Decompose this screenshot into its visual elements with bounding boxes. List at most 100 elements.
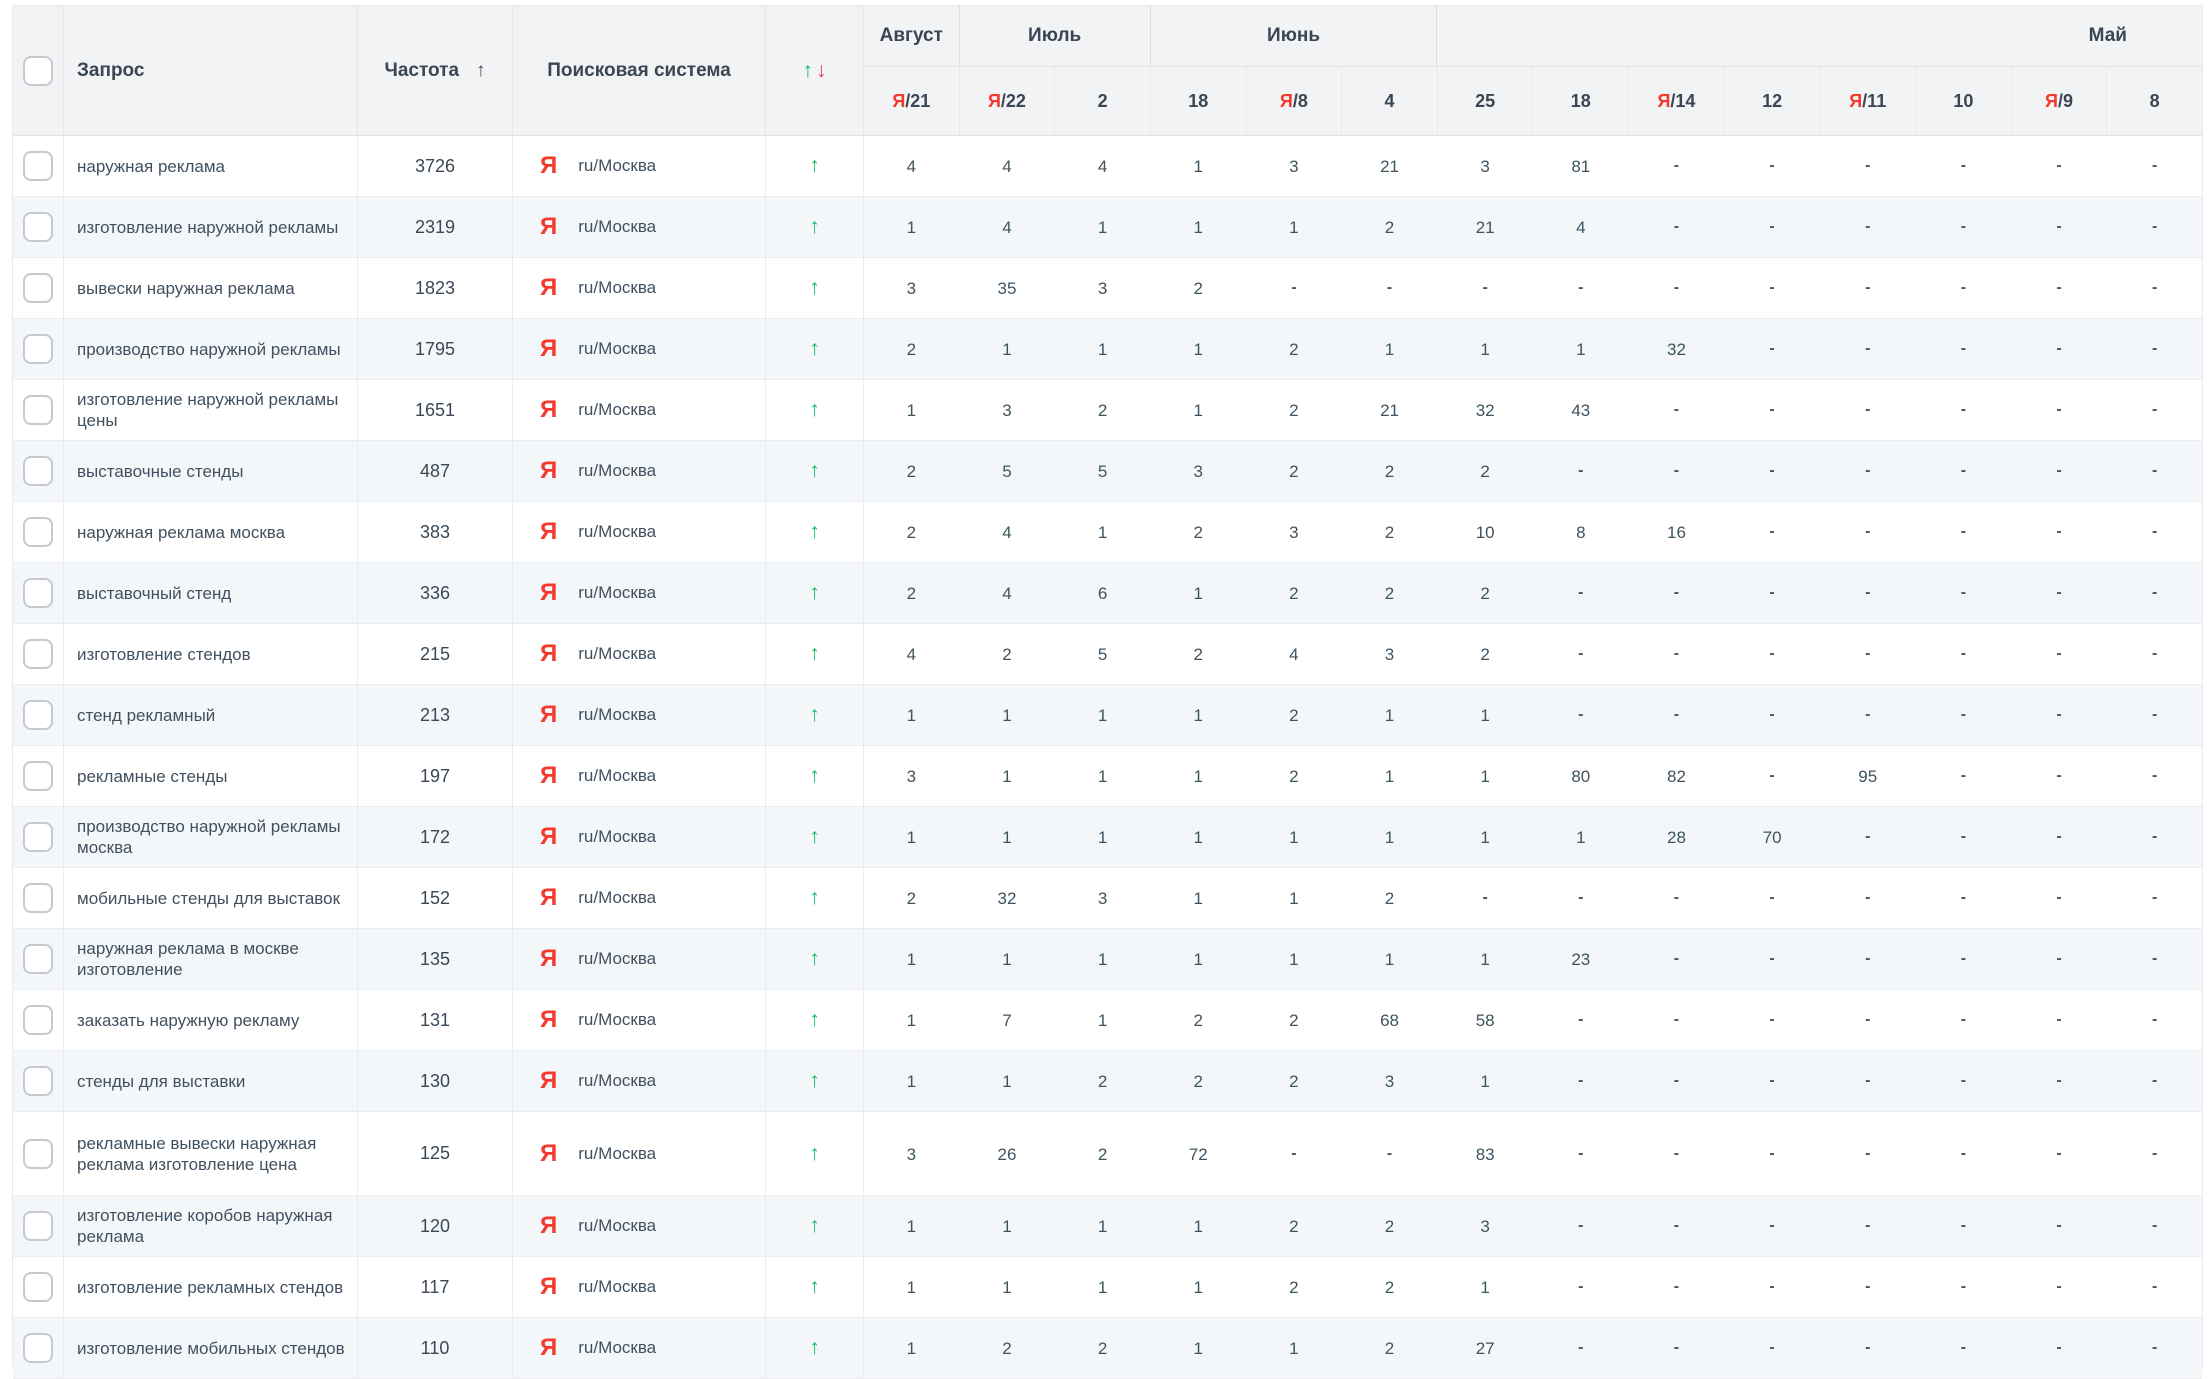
day-column-header[interactable]: Я/9 <box>2012 67 2108 135</box>
search-engine-label: ru/Москва <box>578 827 657 846</box>
frequency-column-header[interactable]: Частота ↑ <box>358 6 513 135</box>
trend-cell: ↑ <box>766 136 864 196</box>
frequency-cell: 213 <box>358 685 513 745</box>
day-column-header[interactable]: Я/22 <box>960 67 1056 135</box>
day-label: /21 <box>905 90 931 111</box>
row-checkbox-cell <box>13 319 64 379</box>
frequency-cell: 172 <box>358 807 513 867</box>
frequency-cell: 110 <box>358 1318 513 1378</box>
day-column-header[interactable]: 8 <box>2107 67 2202 135</box>
day-column-header[interactable]: 25 <box>1438 67 1534 135</box>
row-checkbox[interactable] <box>23 1005 53 1035</box>
search-engine-label: ru/Москва <box>578 1338 657 1357</box>
query-text: производство наружной рекламы <box>77 339 341 359</box>
query-cell: стенды для выставки <box>64 1051 358 1111</box>
search-engine-column-header[interactable]: Поисковая система <box>513 6 766 135</box>
month-group-header: Май <box>1437 6 2202 66</box>
day-column-header[interactable]: Я/8 <box>1247 67 1343 135</box>
frequency-cell: 215 <box>358 624 513 684</box>
row-checkbox-cell <box>13 380 64 440</box>
frequency-cell: 135 <box>358 929 513 989</box>
yandex-letter-icon: Я <box>2045 90 2058 111</box>
up-arrow-icon: ↑ <box>802 58 814 82</box>
day-column-header[interactable]: Я/14 <box>1629 67 1725 135</box>
trend-up-icon: ↑ <box>809 1336 820 1359</box>
down-arrow-icon: ↓ <box>816 58 827 82</box>
frequency-cell: 120 <box>358 1196 513 1256</box>
query-column-header[interactable]: Запрос <box>64 6 358 135</box>
select-all-checkbox[interactable] <box>23 55 53 86</box>
row-checkbox[interactable] <box>23 273 53 303</box>
yandex-icon: Я <box>540 274 558 301</box>
yandex-icon: Я <box>540 1006 558 1033</box>
search-engine-column-label: Поисковая система <box>547 59 731 81</box>
trend-column-header[interactable]: ↑ ↓ <box>766 6 864 135</box>
day-column-header[interactable]: 10 <box>1916 67 2012 135</box>
search-engine-label: ru/Москва <box>578 522 657 541</box>
search-engine-label: ru/Москва <box>578 1143 657 1163</box>
day-column-header[interactable]: 12 <box>1725 67 1821 135</box>
row-checkbox[interactable] <box>23 761 53 791</box>
row-checkbox-cell <box>13 1051 64 1111</box>
search-engine-label: ru/Москва <box>578 400 657 419</box>
day-column-header[interactable]: 18 <box>1151 67 1247 135</box>
month-label: Июнь <box>1267 25 1321 46</box>
day-label: /11 <box>1862 90 1887 111</box>
yandex-icon: Я <box>540 1067 558 1094</box>
query-cell: изготовление мобильных стендов <box>64 1318 358 1378</box>
day-column-header[interactable]: Я/11 <box>1820 67 1917 135</box>
yandex-icon: Я <box>540 762 558 789</box>
row-checkbox[interactable] <box>23 883 53 913</box>
row-checkbox[interactable] <box>23 334 53 364</box>
row-checkbox[interactable] <box>23 395 53 425</box>
row-checkbox[interactable] <box>23 944 53 974</box>
row-checkbox[interactable] <box>23 456 53 486</box>
row-checkbox[interactable] <box>23 822 53 852</box>
trend-cell: ↑ <box>766 807 864 867</box>
positions-cells: 1 7 1 2 2 68 58- - - - - - - <box>906 1011 2158 1030</box>
row-checkbox[interactable] <box>23 151 53 181</box>
row-checkbox[interactable] <box>23 1066 53 1096</box>
row-checkbox[interactable] <box>23 1333 53 1363</box>
row-checkbox[interactable] <box>23 639 53 669</box>
day-label: /9 <box>2057 90 2073 111</box>
search-engine-label: ru/Москва <box>578 1216 657 1235</box>
day-label: 4 <box>1384 90 1395 111</box>
row-checkbox[interactable] <box>23 1272 53 1302</box>
frequency-cell: 131 <box>358 990 513 1050</box>
row-checkbox[interactable] <box>23 1138 53 1169</box>
row-checkbox-cell <box>13 136 64 196</box>
search-engine-label: ru/Москва <box>578 1277 657 1296</box>
row-checkbox[interactable] <box>23 517 53 547</box>
day-column-header[interactable]: 18 <box>1533 67 1630 135</box>
yandex-icon: Я <box>540 945 558 972</box>
day-column-header[interactable]: Я/21 <box>864 67 960 135</box>
frequency-cell: 383 <box>358 502 513 562</box>
positions-cells: 3 26 2 72- -83- - - - - - - <box>906 1144 2158 1164</box>
trend-up-icon: ↑ <box>809 1008 820 1031</box>
trend-up-icon: ↑ <box>809 398 820 421</box>
row-checkbox[interactable] <box>23 212 53 242</box>
query-column-label: Запрос <box>77 59 145 81</box>
month-group-header: Август <box>864 6 960 66</box>
day-column-header[interactable]: 4 <box>1342 67 1438 135</box>
search-engine-label: ru/Москва <box>578 1071 657 1090</box>
day-column-header[interactable]: 2 <box>1055 67 1151 135</box>
row-checkbox[interactable] <box>23 700 53 730</box>
day-label: 12 <box>1762 90 1783 111</box>
query-text: изготовление наружной рекламы <box>77 217 339 237</box>
row-checkbox-cell <box>13 563 64 623</box>
row-checkbox[interactable] <box>23 1211 53 1241</box>
row-checkbox[interactable] <box>23 578 53 608</box>
